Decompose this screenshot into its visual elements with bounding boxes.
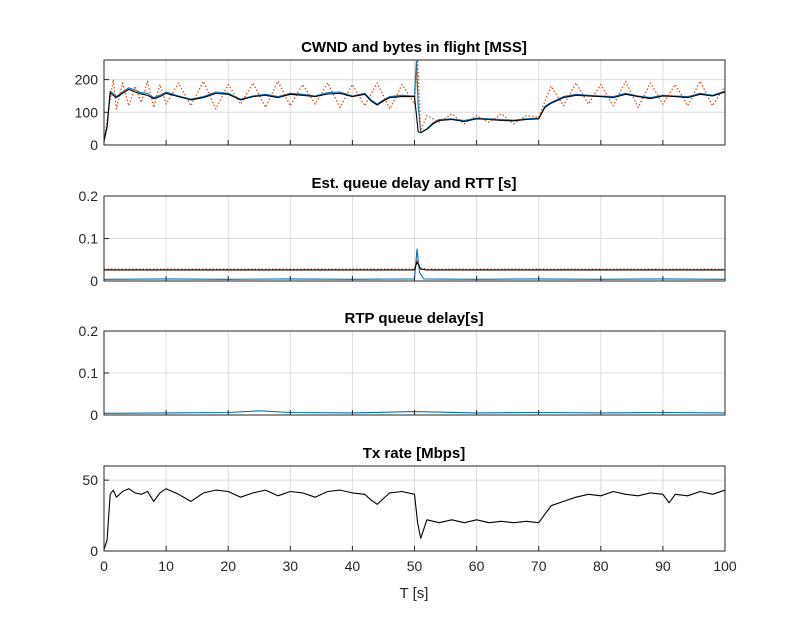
panel-cwnd: CWND and bytes in flight [MSS] 0 100 200 <box>75 39 726 153</box>
panel-title: CWND and bytes in flight [MSS] <box>301 39 527 56</box>
series-line-0 <box>103 248 726 280</box>
series-line-0 <box>103 410 726 414</box>
y-tick-label: 0.1 <box>79 231 99 247</box>
y-tick-label: 0.2 <box>79 323 99 339</box>
x-tick-label: 10 <box>158 558 174 574</box>
series-line-2 <box>104 261 725 271</box>
tick-labels: 0 50 0 10 20 30 40 50 60 70 80 90 100 <box>82 472 736 574</box>
series-layer <box>103 488 726 550</box>
panel-title: Tx rate [Mbps] <box>363 445 466 462</box>
x-tick-label: 60 <box>469 558 485 574</box>
x-tick-label: 0 <box>100 558 108 574</box>
y-tick-label: 0 <box>90 407 98 423</box>
x-tick-label: 90 <box>655 558 671 574</box>
x-tick-label: 100 <box>713 558 737 574</box>
x-tick-label: 80 <box>593 558 609 574</box>
series-line-1 <box>103 59 726 142</box>
tick-labels: 0 0.1 0.2 <box>79 323 726 423</box>
y-tick-label: 0.2 <box>79 188 99 204</box>
y-tick-label: 0 <box>90 273 98 289</box>
panel-title: Est. queue delay and RTT [s] <box>311 175 516 192</box>
x-tick-label: 30 <box>283 558 299 574</box>
y-tick-label: 0 <box>90 543 98 559</box>
y-tick-label: 0.1 <box>79 365 99 381</box>
x-axis-label: T [s] <box>400 585 429 602</box>
y-tick-label: 100 <box>75 104 99 120</box>
tick-labels: 0 100 200 <box>75 72 726 153</box>
y-tick-label: 0 <box>90 137 98 153</box>
series-layer <box>103 59 726 142</box>
tick-labels: 0 0.1 0.2 <box>79 188 726 289</box>
panel-title: RTP queue delay[s] <box>345 310 484 327</box>
series-layer <box>103 248 726 280</box>
series-line-0 <box>103 488 726 550</box>
panel-tx-rate: Tx rate [Mbps] 0 50 0 10 20 30 40 50 60 70 80 90 100 <box>82 445 736 574</box>
y-tick-label: 50 <box>82 472 98 488</box>
series-line-2 <box>103 88 726 142</box>
y-tick-label: 200 <box>75 72 99 88</box>
series-layer <box>103 410 726 414</box>
panel-queue-delay-rtt: Est. queue delay and RTT [s] 0 0.1 0.2 <box>79 175 726 289</box>
x-tick-label: 40 <box>345 558 361 574</box>
x-tick-label: 20 <box>220 558 236 574</box>
x-tick-label: 50 <box>407 558 423 574</box>
panel-rtp-queue-delay: RTP queue delay[s] 0 0.1 0.2 <box>79 310 726 423</box>
series-line-0 <box>103 61 726 141</box>
x-tick-label: 70 <box>531 558 547 574</box>
